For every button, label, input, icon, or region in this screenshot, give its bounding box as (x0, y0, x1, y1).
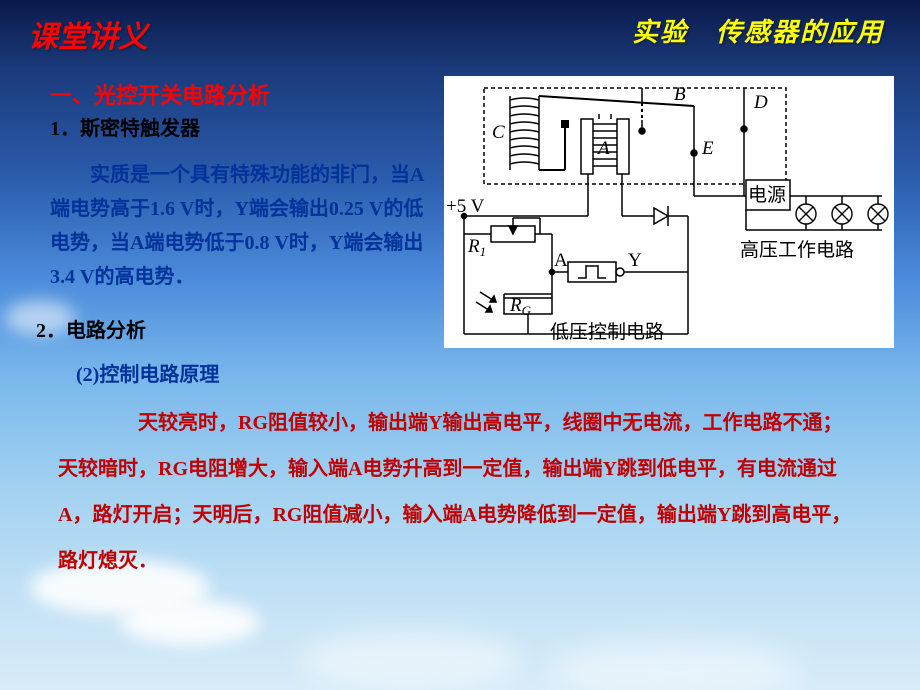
label-power: 电源 (748, 184, 786, 206)
label-B: B (674, 84, 686, 105)
label-E: E (701, 138, 714, 159)
label-pin-A: A (554, 250, 568, 271)
header-left-title: 课堂讲义 (28, 12, 148, 56)
label-pin-Y: Y (628, 250, 642, 271)
subheading-3: (2)控制电路原理 (76, 358, 219, 387)
label-plus5v: +5 V (446, 196, 485, 217)
slide-header: 课堂讲义 实验 传感器的应用 (0, 12, 920, 56)
label-A: A (596, 138, 610, 159)
label-D: D (753, 92, 768, 113)
circuit-diagram: C A (444, 76, 894, 348)
paragraph-schmitt-trigger: 实质是一个具有特殊功能的非门，当A端电势高于1.6 V时，Y端会输出0.25 V… (50, 158, 430, 294)
header-right-title: 实验 传感器的应用 (632, 12, 884, 56)
section-title: 一、光控开关电路分析 (50, 78, 270, 110)
cloud (300, 630, 520, 690)
label-R1: R1 (467, 236, 486, 259)
cloud (550, 640, 800, 690)
subheading-2: 2．电路分析 (36, 314, 146, 343)
subheading-1: 1．斯密特触发器 (50, 112, 200, 141)
label-low-circuit: 低压控制电路 (550, 321, 664, 343)
paragraph-circuit-principle: 天较亮时，RG阻值较小，输出端Y输出高电平，线圈中无电流，工作电路不通；天较暗时… (58, 400, 858, 584)
label-C: C (492, 122, 505, 143)
label-high-circuit: 高压工作电路 (740, 239, 854, 261)
cloud (120, 600, 260, 645)
